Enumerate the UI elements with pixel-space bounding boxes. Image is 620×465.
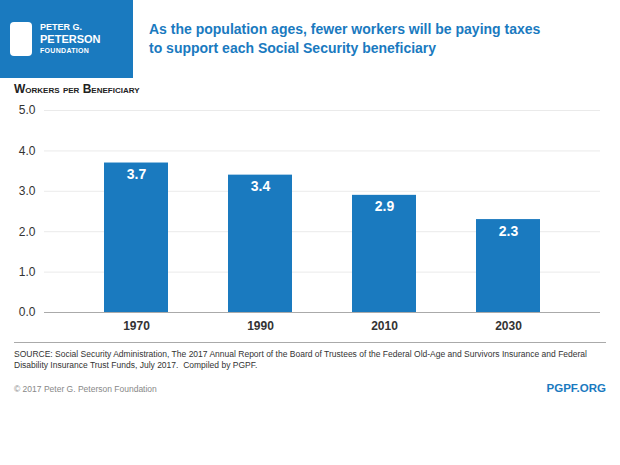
html-text:© 2017 Peter G. Peterson Found: © 2017 Peter G. Peterson Foundation: [14, 383, 157, 394]
html-text:FOUNDATION: FOUNDATION: [40, 47, 90, 55]
html-text:Workers per Beneficiary: Workers per Beneficiary: [14, 82, 140, 96]
svg-text:4.0: 4.0: [19, 144, 36, 158]
svg-text:2010: 2010: [371, 319, 398, 333]
svg-text:5.0: 5.0: [19, 103, 36, 117]
svg-text:1990: 1990: [247, 319, 274, 333]
svg-text:3.4: 3.4: [251, 178, 271, 194]
html-text:SOURCE: Social Security Admini: SOURCE: Social Security Administration, …: [14, 349, 590, 371]
svg-text:3.0: 3.0: [19, 184, 36, 198]
html-text:As the population ages, fewer: As the population ages, fewer workers wi…: [149, 21, 541, 38]
svg-text:3.7: 3.7: [127, 166, 147, 182]
html-text:PETER G.: PETER G.: [40, 22, 82, 33]
svg-text:2.9: 2.9: [375, 198, 395, 214]
html-text:to support each Social Securit: to support each Social Security benefici…: [149, 40, 437, 56]
html-text:PGPF.ORG: PGPF.ORG: [546, 381, 606, 394]
svg-text:1.0: 1.0: [19, 265, 36, 279]
svg-text:2.0: 2.0: [19, 225, 36, 239]
svg-text:0.0: 0.0: [19, 305, 36, 319]
svg-text:2030: 2030: [495, 319, 522, 333]
html-text:PETERSON: PETERSON: [40, 33, 101, 46]
svg-text:2.3: 2.3: [499, 223, 519, 239]
svg-text:1970: 1970: [123, 319, 150, 333]
